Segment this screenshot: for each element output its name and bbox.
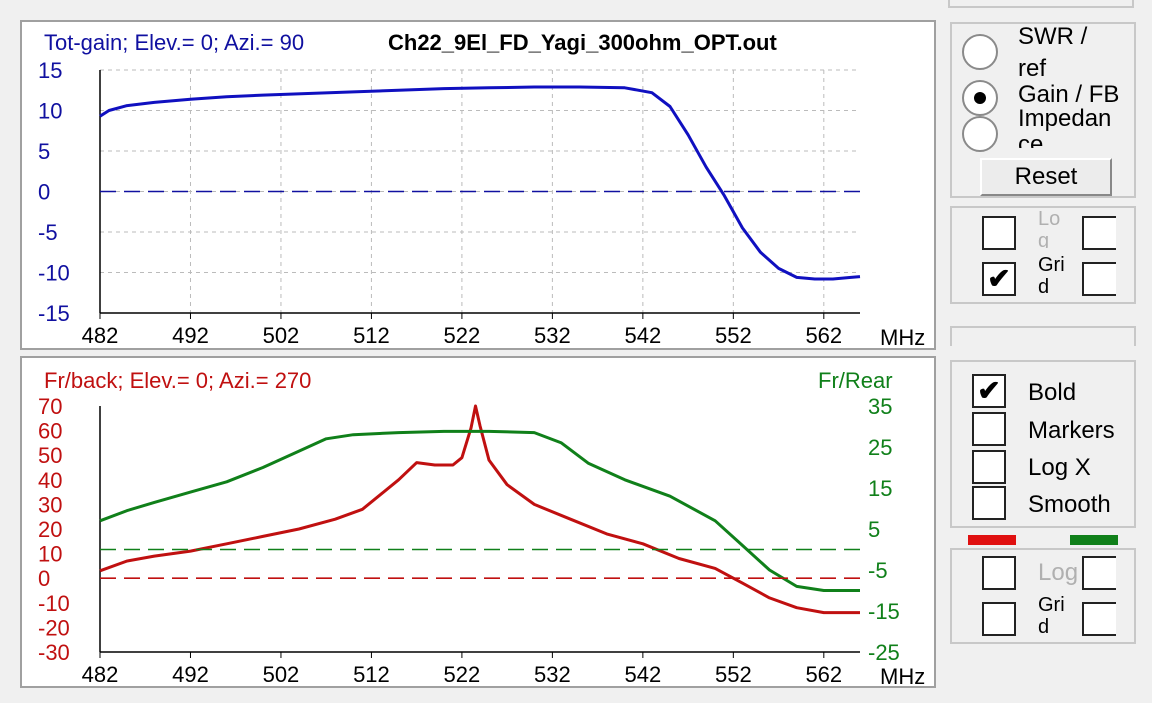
gain-chart: Tot-gain; Elev.= 0; Azi.= 90 Ch22_9El_FD… <box>38 30 925 350</box>
y-tick-label: 50 <box>38 443 62 468</box>
radio-impedance[interactable] <box>962 116 998 152</box>
gain-axis-options: Lo g ✔ Gri d <box>950 206 1136 304</box>
x-tick-label: 552 <box>715 323 752 348</box>
x-tick-label: 552 <box>715 662 752 686</box>
top-scroll-stub <box>948 0 1134 8</box>
gain-chart-label: Tot-gain; Elev.= 0; Azi.= 90 <box>44 30 304 55</box>
bold-checkbox[interactable]: ✔ <box>972 374 1006 408</box>
y2-tick-label: -15 <box>868 599 900 624</box>
gain-grid-checkbox-right[interactable] <box>1082 262 1116 296</box>
gain-log-checkbox-right[interactable] <box>1082 216 1116 250</box>
mid-scroll-stub <box>950 326 1136 346</box>
radio-impedance-label-2: ce <box>1018 132 1044 148</box>
y-tick-label: -5 <box>38 220 58 245</box>
x-tick-label: 502 <box>263 662 300 686</box>
frontback-axis-options: Log Gri d <box>950 548 1136 644</box>
x-tick-label: 512 <box>353 662 390 686</box>
y-tick-label: 0 <box>38 566 50 591</box>
radio-impedance-label-1: Impedan <box>1018 106 1112 132</box>
fb-log-checkbox-right[interactable] <box>1082 556 1116 590</box>
y2-tick-label: -5 <box>868 558 888 583</box>
radio-swr-label-1: SWR / <box>1018 23 1088 50</box>
bold-label: Bold <box>1028 379 1077 406</box>
series-line-0 <box>99 85 861 281</box>
y-tick-label: -10 <box>38 591 70 616</box>
markers-checkbox[interactable] <box>972 412 1006 446</box>
gain-x-unit: MHz <box>880 325 925 348</box>
fb-grid-checkbox-right[interactable] <box>1082 602 1116 636</box>
y-tick-label: 10 <box>38 99 62 124</box>
x-tick-label: 532 <box>534 323 571 348</box>
fb-log-checkbox[interactable] <box>982 556 1016 590</box>
frontback-chart-label: Fr/back; Elev.= 0; Azi.= 270 <box>44 368 311 393</box>
radio-swr-label-2: ref <box>1018 55 1047 82</box>
x-tick-label: 522 <box>444 662 481 686</box>
y-tick-label: 40 <box>38 468 62 493</box>
y-tick-label: 10 <box>38 542 62 567</box>
x-tick-label: 562 <box>805 662 842 686</box>
radio-swr[interactable] <box>962 34 998 70</box>
y-tick-label: -15 <box>38 301 70 326</box>
gain-grid-checkbox[interactable]: ✔ <box>982 262 1016 296</box>
frontback-color-swatch <box>968 535 1016 545</box>
gain-log-label: Lo g <box>1038 208 1061 248</box>
logx-checkbox[interactable] <box>972 450 1006 484</box>
x-tick-label: 482 <box>82 323 119 348</box>
x-tick-label: 542 <box>624 323 661 348</box>
radio-gain-fb-label: Gain / FB <box>1018 81 1120 108</box>
y-tick-label: -30 <box>38 640 70 665</box>
x-tick-label: 492 <box>172 323 209 348</box>
markers-label: Markers <box>1028 417 1115 444</box>
x-tick-label: 512 <box>353 323 390 348</box>
x-tick-label: 492 <box>172 662 209 686</box>
smooth-checkbox[interactable] <box>972 486 1006 520</box>
gain-log-checkbox[interactable] <box>982 216 1016 250</box>
check-mark-icon: ✔ <box>987 263 1011 294</box>
y2-tick-label: -25 <box>868 640 900 665</box>
y-tick-label: 5 <box>38 139 50 164</box>
x-tick-label: 532 <box>534 662 571 686</box>
y-tick-label: -20 <box>38 615 70 640</box>
display-options-group: ✔ Bold Markers Log X Smooth <box>950 360 1136 528</box>
x-tick-label: 522 <box>444 323 481 348</box>
frontback-chart-panel: Fr/back; Elev.= 0; Azi.= 270 Fr/Rear MHz… <box>20 356 936 689</box>
y2-tick-label: 35 <box>868 394 892 419</box>
file-title: Ch22_9El_FD_Yagi_300ohm_OPT.out <box>388 30 777 55</box>
x-tick-label: 542 <box>624 662 661 686</box>
reset-button[interactable]: Reset <box>980 158 1112 196</box>
radio-selected-dot <box>974 92 986 104</box>
y-tick-label: 15 <box>38 58 62 83</box>
series-line-fr-back <box>99 404 860 615</box>
series-line-fr-rear <box>99 429 860 592</box>
logx-label: Log X <box>1028 454 1091 481</box>
x-tick-label: 482 <box>82 662 119 686</box>
frontrear-axis-label: Fr/Rear <box>818 368 893 393</box>
frontback-chart: Fr/back; Elev.= 0; Azi.= 270 Fr/Rear MHz… <box>38 368 925 689</box>
frontrear-color-swatch <box>1070 535 1118 545</box>
fb-grid-checkbox[interactable] <box>982 602 1016 636</box>
y-tick-label: 20 <box>38 517 62 542</box>
check-mark-icon: ✔ <box>977 375 1001 406</box>
y-tick-label: 60 <box>38 419 62 444</box>
y2-tick-label: 25 <box>868 435 892 460</box>
fb-log-label: Log <box>1038 559 1079 586</box>
gain-chart-panel: Tot-gain; Elev.= 0; Azi.= 90 Ch22_9El_FD… <box>20 20 936 350</box>
y-tick-label: 30 <box>38 492 62 517</box>
y2-tick-label: 15 <box>868 476 892 501</box>
x-tick-label: 502 <box>263 323 300 348</box>
smooth-label: Smooth <box>1028 491 1111 518</box>
frontback-x-unit: MHz <box>880 664 925 686</box>
fb-grid-label: Gri d <box>1038 594 1065 638</box>
y-tick-label: 0 <box>38 180 50 205</box>
x-tick-label: 562 <box>805 323 842 348</box>
plot-mode-group: SWR / ref Gain / FB Impedan ce Reset <box>950 22 1136 198</box>
y-tick-label: 70 <box>38 394 62 419</box>
gain-grid-label: Gri d <box>1038 254 1065 298</box>
y2-tick-label: 5 <box>868 517 880 542</box>
radio-gain-fb[interactable] <box>962 80 998 116</box>
y-tick-label: -10 <box>38 261 70 286</box>
